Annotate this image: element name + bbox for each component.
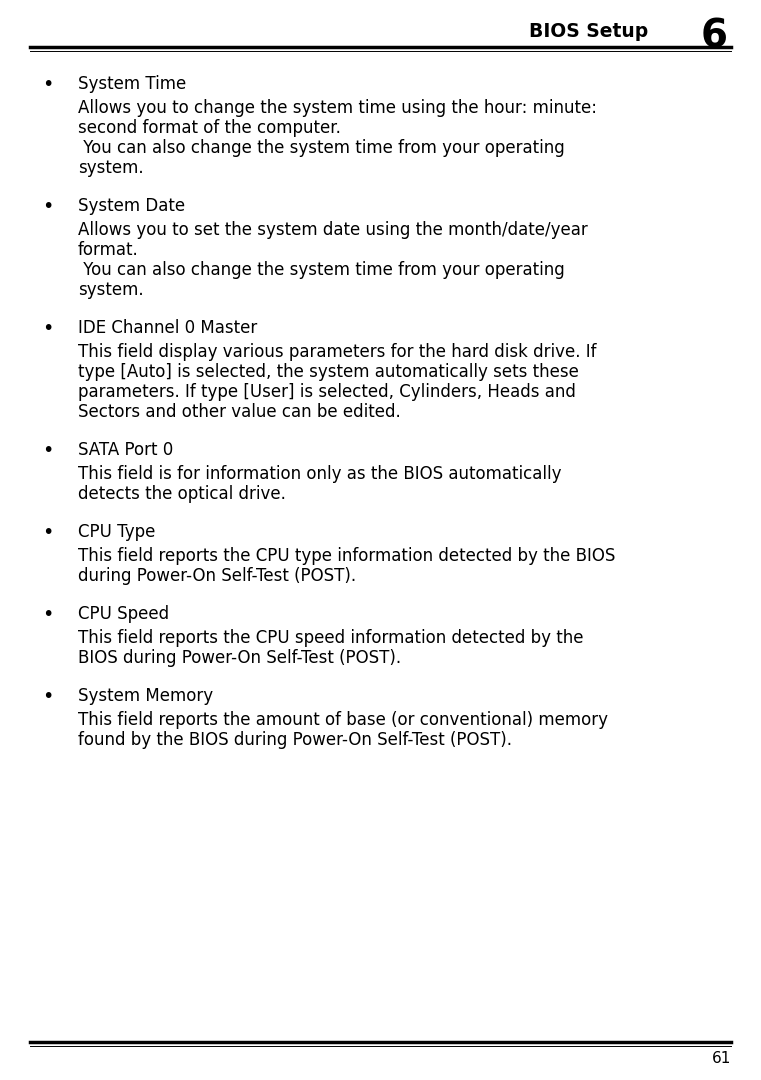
Text: This field reports the amount of base (or conventional) memory: This field reports the amount of base (o… xyxy=(78,711,608,729)
Text: SATA Port 0: SATA Port 0 xyxy=(78,441,174,459)
Text: second format of the computer.: second format of the computer. xyxy=(78,119,341,137)
Text: •: • xyxy=(43,197,54,216)
Text: format.: format. xyxy=(78,241,139,259)
Text: System Date: System Date xyxy=(78,197,185,215)
Text: parameters. If type [User] is selected, Cylinders, Heads and: parameters. If type [User] is selected, … xyxy=(78,383,576,401)
Text: •: • xyxy=(43,441,54,460)
Text: CPU Speed: CPU Speed xyxy=(78,605,169,623)
Text: This field is for information only as the BIOS automatically: This field is for information only as th… xyxy=(78,465,562,483)
Text: found by the BIOS during Power-On Self-Test (POST).: found by the BIOS during Power-On Self-T… xyxy=(78,731,512,750)
Text: IDE Channel 0 Master: IDE Channel 0 Master xyxy=(78,319,257,337)
Text: BIOS Setup: BIOS Setup xyxy=(529,22,648,41)
Text: System Memory: System Memory xyxy=(78,687,213,705)
Text: CPU Type: CPU Type xyxy=(78,523,155,541)
Text: Sectors and other value can be edited.: Sectors and other value can be edited. xyxy=(78,403,401,421)
Text: 61: 61 xyxy=(712,1051,731,1066)
Text: •: • xyxy=(43,523,54,542)
Text: System Time: System Time xyxy=(78,75,186,93)
Text: This field display various parameters for the hard disk drive. If: This field display various parameters fo… xyxy=(78,343,597,361)
Text: detects the optical drive.: detects the optical drive. xyxy=(78,485,286,503)
Text: •: • xyxy=(43,319,54,338)
Text: •: • xyxy=(43,75,54,94)
Text: type [Auto] is selected, the system automatically sets these: type [Auto] is selected, the system auto… xyxy=(78,363,579,381)
Text: system.: system. xyxy=(78,281,144,299)
Text: system.: system. xyxy=(78,159,144,177)
Text: 6: 6 xyxy=(701,17,728,55)
Text: Allows you to set the system date using the month/date/year: Allows you to set the system date using … xyxy=(78,221,587,239)
Text: This field reports the CPU type information detected by the BIOS: This field reports the CPU type informat… xyxy=(78,546,616,565)
Text: •: • xyxy=(43,605,54,624)
Text: •: • xyxy=(43,687,54,706)
Text: during Power-On Self-Test (POST).: during Power-On Self-Test (POST). xyxy=(78,567,356,585)
Text: Allows you to change the system time using the hour: minute:: Allows you to change the system time usi… xyxy=(78,99,597,117)
Text: You can also change the system time from your operating: You can also change the system time from… xyxy=(78,261,565,279)
Text: This field reports the CPU speed information detected by the: This field reports the CPU speed informa… xyxy=(78,629,584,647)
Text: BIOS during Power-On Self-Test (POST).: BIOS during Power-On Self-Test (POST). xyxy=(78,649,401,667)
Text: You can also change the system time from your operating: You can also change the system time from… xyxy=(78,139,565,157)
